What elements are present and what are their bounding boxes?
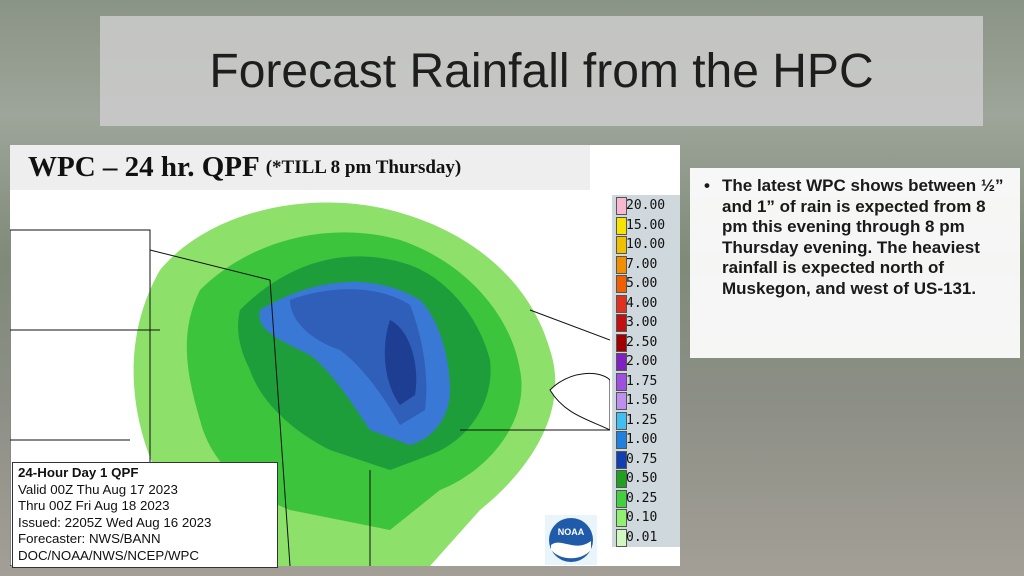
noaa-logo: NOAA [545,515,597,565]
legend-swatch [616,470,627,488]
legend-label: 2.00 [626,354,658,369]
legend-row: 1.50 [612,390,680,410]
legend-label: 1.75 [626,373,658,389]
legend-label: 1.25 [626,412,658,428]
info-line: Forecaster: NWS/BANN [18,531,161,547]
logo-text: NOAA [558,527,585,537]
legend-row: 0.01 [612,527,680,547]
legend-swatch [616,392,627,410]
info-line: Thru 00Z Fri Aug 18 2023 [18,498,170,514]
legend-label: 4.00 [626,295,658,311]
legend-label: 1.00 [626,432,658,447]
legend-swatch [616,528,627,547]
legend-swatch [616,197,627,215]
legend-swatch [616,509,627,527]
map [10,190,610,566]
legend-swatch [616,489,627,508]
legend-row: 1.00 [612,429,680,449]
legend-row: 0.25 [612,488,680,508]
legend-row: 3.00 [612,312,680,332]
legend-swatch [616,216,627,235]
legend-swatch [616,372,627,391]
legend-row: 7.00 [612,254,680,274]
info-line: Issued: 2205Z Wed Aug 16 2023 [18,514,212,530]
legend-label: 0.10 [626,510,658,525]
legend-row: 4.00 [612,293,680,313]
legend-label: 2.50 [626,334,658,350]
info-line: Valid 00Z Thu Aug 17 2023 [18,481,178,497]
legend-swatch [616,333,627,352]
legend-label: 15.00 [626,217,666,233]
legend-swatch [616,450,627,469]
info-box: 24-Hour Day 1 QPF Valid 00Z Thu Aug 17 20… [12,462,278,568]
legend-row: 1.75 [612,371,680,391]
legend-label: 0.01 [626,529,658,545]
legend-label: 0.25 [626,490,658,506]
legend-label: 10.00 [626,237,666,252]
bullet-text: The latest WPC shows between ½” and 1” o… [690,168,1020,358]
title-bar: Forecast Rainfall from the HPC [100,16,983,126]
legend-label: 1.50 [626,393,658,408]
legend-row: 0.75 [612,449,680,469]
legend-swatch [616,236,627,254]
legend-row: 2.50 [612,332,680,352]
map-title: WPC – 24 hr. QPF [28,151,260,183]
legend-row: 5.00 [612,273,680,293]
legend-label: 3.00 [626,315,658,330]
legend-row: 1.25 [612,410,680,430]
info-line: DOC/NOAA/NWS/NCEP/WPC [18,547,199,563]
legend-row: 0.50 [612,468,680,488]
legend-swatch [616,314,627,332]
legend-row: 2.00 [612,351,680,371]
legend-swatch [616,255,627,274]
legend-label: 7.00 [626,256,658,272]
legend-swatch [616,294,627,313]
legend-label: 0.50 [626,471,658,486]
legend-swatch [616,275,627,293]
legend-row: 10.00 [612,234,680,254]
map-header: WPC – 24 hr. QPF (*TILL 8 pm Thursday) [10,145,590,190]
legend-row: 20.00 [612,195,680,215]
legend-row: 0.10 [612,507,680,527]
legend-label: 0.75 [626,451,658,467]
legend-swatch [616,431,627,449]
map-note: (*TILL 8 pm Thursday) [265,156,462,178]
legend-swatch [616,353,627,371]
map-panel [10,145,680,566]
slide-title: Forecast Rainfall from the HPC [209,44,874,98]
legend-swatch [616,411,627,430]
legend-label: 20.00 [626,198,666,213]
legend-label: 5.00 [626,276,658,291]
info-line: 24-Hour Day 1 QPF [18,465,139,480]
legend-row: 15.00 [612,215,680,235]
legend: 20.00 15.00 10.00 7.00 5.00 4.00 3.00 2.50 2.00 1… [612,195,680,547]
